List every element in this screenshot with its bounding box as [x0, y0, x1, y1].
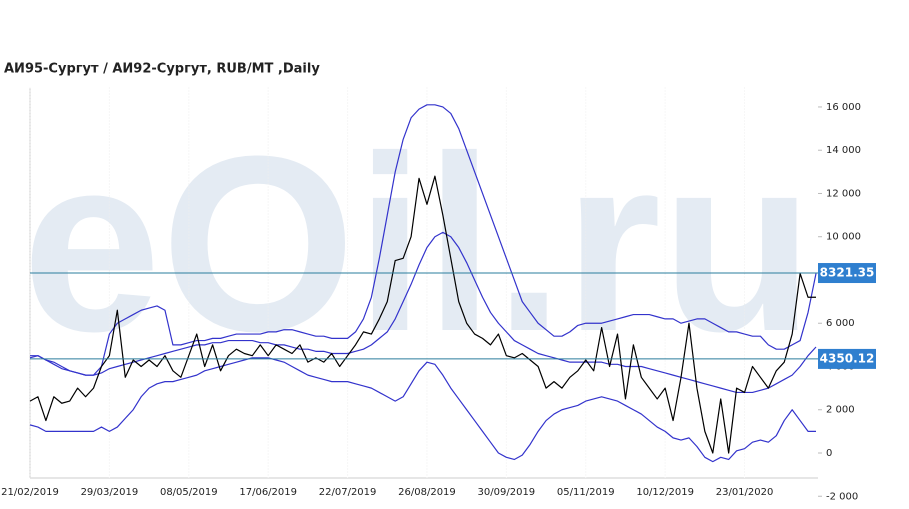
reference-label-box [818, 263, 876, 284]
y-tick-label: -2 000 [826, 491, 858, 502]
x-tick-label: 23/01/2020 [716, 487, 774, 498]
series-line [29, 357, 816, 463]
x-tick-label: 29/03/2019 [81, 487, 139, 498]
x-tick-label: 22/07/2019 [319, 487, 377, 498]
x-tick-label: 21/02/2019 [1, 487, 59, 498]
series-line [29, 104, 817, 376]
series-line [29, 175, 816, 454]
x-tick-label: 10/12/2019 [636, 487, 694, 498]
watermark: eOil.ru [22, 104, 814, 383]
x-tick-label: 08/05/2019 [160, 487, 218, 498]
reference-label-box [818, 348, 876, 369]
x-tick-label: 26/08/2019 [398, 487, 456, 498]
y-tick-label: 14 000 [826, 145, 861, 156]
reference-label: 8321.35 [820, 266, 875, 280]
y-tick-label: 10 000 [826, 232, 861, 243]
y-tick-label: 0 [826, 448, 832, 459]
y-tick-label: 2 000 [826, 405, 855, 416]
x-tick-label: 17/06/2019 [239, 487, 297, 498]
y-tick-label: 16 000 [826, 102, 861, 113]
x-tick-label: 30/09/2019 [478, 487, 536, 498]
x-tick-label: 05/11/2019 [557, 487, 615, 498]
chart-title: АИ95-Сургут / АИ92-Сургут, RUB/MT ,Daily [4, 62, 320, 77]
reference-label: 4350.12 [820, 351, 875, 365]
y-tick-label: 6 000 [826, 318, 855, 329]
y-tick-label: 12 000 [826, 188, 861, 199]
series-line [30, 231, 817, 394]
